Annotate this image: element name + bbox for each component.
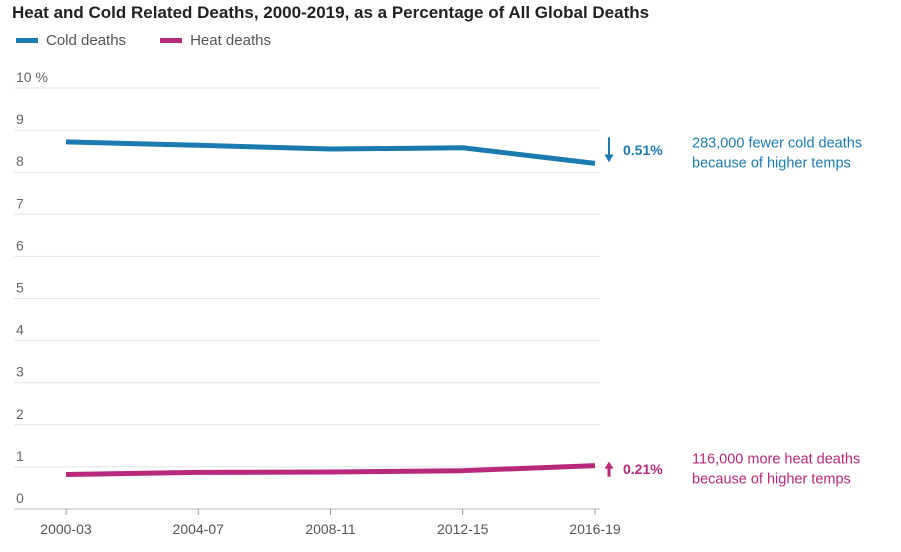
series-lines [65,139,596,477]
series-line-heat [65,463,596,477]
annotations: 0.51% 283,000 fewer cold deaths because of… [604,135,862,488]
y-tick-label: 5 [16,280,24,296]
change-value-heat: 0.21% [623,461,663,477]
y-tick-label: 9 [16,111,24,127]
y-tick-label: 10 % [16,69,48,85]
y-tick-label: 1 [16,448,24,464]
legend-label-cold: Cold deaths [46,32,127,49]
y-tick-label: 8 [16,153,24,169]
series-line-cold [65,139,596,166]
change-arrowhead-cold [604,154,614,163]
y-axis-ticks: 0 1 2 3 4 5 6 7 8 9 10 % [16,69,48,506]
y-tick-label: 7 [16,195,24,211]
y-tick-label: 6 [16,237,24,253]
legend-label-heat: Heat deaths [190,32,271,49]
y-tick-label: 0 [16,490,24,506]
x-tick-label: 2008-11 [305,521,356,537]
x-tick-label: 2000-03 [40,521,92,537]
x-tick-label: 2016-19 [569,521,621,537]
change-arrowhead-heat [604,461,614,469]
legend-swatch-heat [160,38,183,43]
x-tick-label: 2004-07 [173,521,225,537]
legend-item-cold: Cold deaths [16,32,126,49]
annotation-note-heat: 116,000 more heat deaths [692,452,860,468]
y-tick-label: 3 [16,364,24,380]
change-value-cold: 0.51% [623,142,663,158]
y-tick-label: 2 [16,406,24,422]
legend-swatch-cold [16,38,38,43]
legend: Cold deaths Heat deaths [16,32,271,49]
annotation-note-cold: 283,000 fewer cold deaths [692,135,862,151]
y-tick-label: 4 [16,322,24,338]
annotation-note-heat: because of higher temps [692,472,851,488]
legend-item-heat: Heat deaths [160,32,271,49]
x-axis-ticks: 2000-03 2004-07 2008-11 2012-15 2016-19 [40,509,621,537]
x-tick-label: 2012-15 [437,521,489,537]
annotation-note-cold: because of higher temps [692,155,851,171]
gridlines [14,87,600,510]
chart-title: Heat and Cold Related Deaths, 2000-2019,… [12,3,650,22]
